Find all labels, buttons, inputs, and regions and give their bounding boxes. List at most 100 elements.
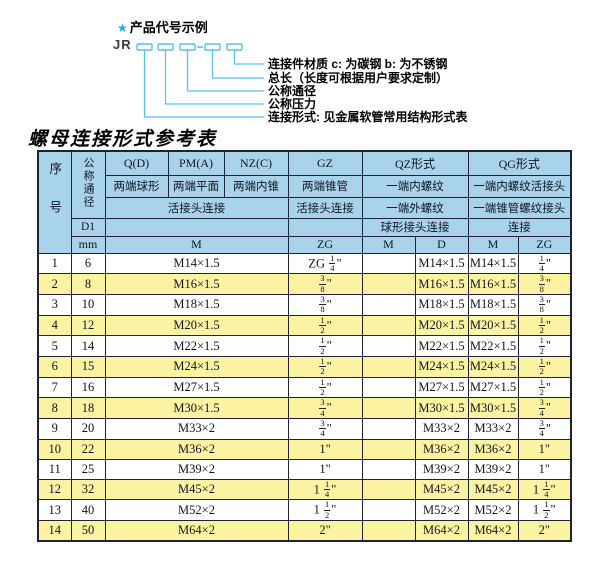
cell-dn: 32 xyxy=(70,478,106,501)
cell-qg-zg: 1 1 4 " xyxy=(517,478,572,501)
cell-qg-zg: 2" xyxy=(517,520,572,542)
cell-seq: 9 xyxy=(37,418,72,440)
cell-qz-d: M22×1.5 xyxy=(414,335,469,357)
cell-qg-zg: 1" xyxy=(517,458,572,480)
cell-qg-zg: 1 4 " xyxy=(517,252,572,275)
cell-qg-zg: 3 8 " xyxy=(517,273,572,295)
cell-seq: 14 xyxy=(37,520,72,542)
cell-qg-m: M24×1.5 xyxy=(467,355,519,378)
cell-gz: 1 2 " xyxy=(287,355,363,378)
cell-qz-d: M27×1.5 xyxy=(414,376,469,399)
cell-dn: 20 xyxy=(70,418,106,440)
cell-gz: 1 1 2 " xyxy=(287,499,363,522)
header-ends-gz: 两端锥管 xyxy=(287,174,363,198)
cell-qg-m: M33×2 xyxy=(467,418,519,440)
cell-qg-m: M20×1.5 xyxy=(467,314,519,337)
cell-qz-d: M36×2 xyxy=(414,438,469,460)
header-seq-text: 序号 xyxy=(47,161,62,239)
table-row: 6 15 M24×1.5 1 2 " M24×1.5 M24×1.5 1 2 " xyxy=(37,355,572,378)
leader-line xyxy=(143,50,264,118)
cell-qz-m xyxy=(361,335,416,357)
cell-dn: 50 xyxy=(70,520,106,542)
table-row: 10 22 M36×2 1" M36×2 M36×2 1" xyxy=(37,438,572,460)
cell-qz-d: M33×2 xyxy=(414,418,469,440)
cell-gz: 1 2 " xyxy=(287,335,363,357)
cell-seq: 6 xyxy=(37,355,72,378)
cell-dn: 18 xyxy=(70,397,106,419)
product-code-heading-text: 产品代号示例 xyxy=(129,20,208,35)
header-form-nz: NZ(C) xyxy=(223,150,289,176)
header-ends-qg: 一端内螺纹活接头 xyxy=(467,174,572,198)
cell-dn: 25 xyxy=(70,458,106,480)
cell-seq: 2 xyxy=(37,273,72,295)
cell-seq: 7 xyxy=(37,376,72,399)
leader-line xyxy=(233,50,264,65)
header-form-qd: Q(D) xyxy=(104,150,169,176)
table-row: 14 50 M64×2 2" M64×2 M64×2 2" xyxy=(37,520,572,542)
cell-m: M64×2 xyxy=(104,520,289,542)
header-joint-left: 活接头连接 xyxy=(104,196,289,219)
cell-qg-m: M27×1.5 xyxy=(467,376,519,399)
cell-m: M16×1.5 xyxy=(104,273,289,295)
cell-qz-m xyxy=(361,458,416,480)
cell-qz-m xyxy=(361,273,416,295)
page-title: 螺母连接形式参考表 xyxy=(28,129,218,150)
header-form-qz: QZ形式 xyxy=(361,150,469,176)
table-row: 11 25 M39×2 1" M39×2 M39×2 1" xyxy=(37,458,572,480)
table-row: 4 12 M20×1.5 1 2 " M20×1.5 M20×1.5 1 2 " xyxy=(37,314,572,337)
header-empty-cell xyxy=(287,217,363,237)
table-row: 2 8 M16×1.5 3 8 " M16×1.5 M16×1.5 3 8 " xyxy=(37,273,572,295)
leader-line xyxy=(186,50,264,92)
code-box xyxy=(204,43,221,51)
table-row: 5 14 M22×1.5 1 2 " M22×1.5 M22×1.5 1 2 " xyxy=(37,335,572,357)
header-empty-cell xyxy=(104,217,289,237)
cell-qz-m xyxy=(361,520,416,542)
cell-qg-zg: 1 2 " xyxy=(517,376,572,399)
cell-m: M36×2 xyxy=(104,438,289,460)
cell-dn: 22 xyxy=(70,438,106,460)
cell-qz-d: M45×2 xyxy=(414,478,469,501)
cell-gz: 1" xyxy=(287,458,363,480)
table-body: 1 6 M14×1.5 ZG 1 4 " M14×1.5 M14×1.5 1 4 " 2 8 M16×1.… xyxy=(37,252,572,542)
header-qg-m: M xyxy=(467,235,519,254)
code-box xyxy=(136,43,153,51)
header-joint-gz: 活接头连接 xyxy=(287,196,363,219)
cell-m: M14×1.5 xyxy=(104,252,289,275)
cell-qg-m: M14×1.5 xyxy=(467,252,519,275)
header-ends-qz: 一端内螺纹 xyxy=(361,174,469,198)
cell-gz: 1 2 " xyxy=(287,376,363,399)
table-header: 序号 公称通径 Q(D) PM(A) NZ(C) GZ QZ形式 QG形式 两端… xyxy=(37,150,572,254)
cell-m: M52×2 xyxy=(104,499,289,522)
cell-dn: 14 xyxy=(70,335,106,357)
cell-qg-zg: 1 2 " xyxy=(517,355,572,378)
cell-qz-d: M39×2 xyxy=(414,458,469,480)
cell-qz-d: M18×1.5 xyxy=(414,293,469,316)
header-form-qg: QG形式 xyxy=(467,150,572,176)
cell-qg-zg: 1" xyxy=(517,438,572,460)
cell-qz-m xyxy=(361,397,416,419)
header-qz-d: D xyxy=(414,235,469,254)
cell-seq: 10 xyxy=(37,438,72,460)
code-box xyxy=(226,43,243,51)
cell-qg-zg: 3 4 " xyxy=(517,397,572,419)
header-ends-nz: 两端内锥 xyxy=(223,174,289,198)
leader-line xyxy=(211,50,264,79)
cell-qg-zg: 3 4 " xyxy=(517,418,572,440)
cell-qg-zg: 1 2 " xyxy=(517,335,572,357)
cell-qg-m: M30×1.5 xyxy=(467,397,519,419)
cell-dn: 8 xyxy=(70,273,106,295)
header-joint-qg: 一端锥管螺纹接头 xyxy=(467,196,572,219)
header-dn: 公称通径 xyxy=(70,150,106,219)
cell-dn: 6 xyxy=(70,252,106,275)
cell-m: M33×2 xyxy=(104,418,289,440)
